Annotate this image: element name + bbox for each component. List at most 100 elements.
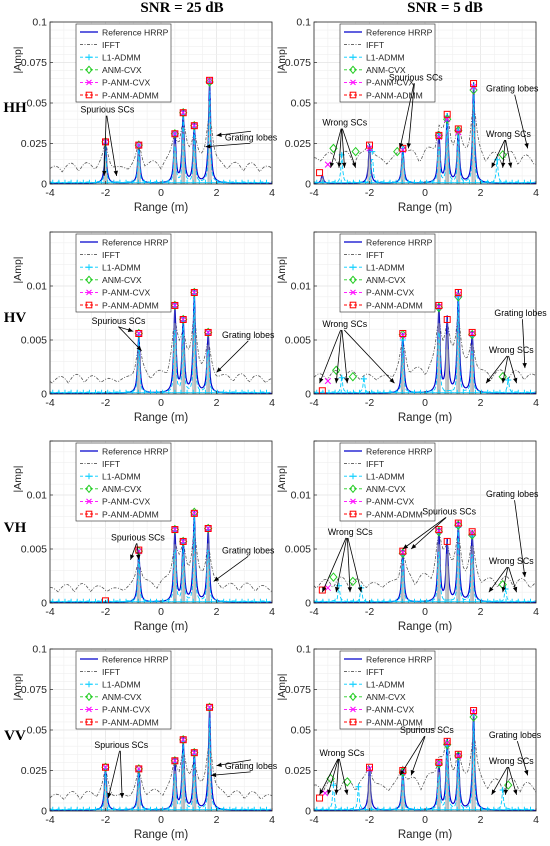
annotation-arrow <box>346 537 351 593</box>
annotation-arrow <box>341 128 345 168</box>
l1-admm-marker <box>472 179 479 184</box>
annotation-arrowhead <box>334 586 340 593</box>
l1-admm-marker <box>490 389 497 394</box>
l1-admm-marker <box>184 598 191 603</box>
l1-admm-marker <box>147 806 154 811</box>
annotation-arrowhead <box>334 378 339 384</box>
l1-admm-marker <box>220 806 227 811</box>
anm-cvx-point <box>343 777 352 787</box>
l1-admm-marker <box>50 179 56 184</box>
p-anm-admm-point <box>179 537 187 545</box>
l1-admm-marker <box>190 389 197 394</box>
anm-cvx-point <box>179 734 188 745</box>
legend-label: Reference HRRP <box>102 27 169 37</box>
anm-cvx-point <box>434 759 444 769</box>
l1-admm-marker <box>171 806 178 811</box>
annotation-arrowhead <box>205 144 211 149</box>
annotation-arrow <box>488 566 508 593</box>
l1-admm-marker <box>484 806 491 811</box>
anm-cvx-point <box>205 702 214 713</box>
l1-admm-marker <box>123 179 130 184</box>
p-anm-admm-point <box>435 301 443 309</box>
series-l1-admm-line <box>314 525 536 603</box>
legend-label: Reference HRRP <box>366 27 433 37</box>
anm-cvx-point <box>170 300 180 311</box>
l1-admm-marker <box>263 806 270 811</box>
x-tick-label: -2 <box>365 606 374 618</box>
p-anm-cvx-point <box>171 757 179 764</box>
l1-admm-marker <box>399 389 406 394</box>
annotation-arrowhead <box>411 544 417 549</box>
legend: Reference HRRP IFFT L1-ADMM ANM-CVX P-ANM-CV… <box>75 442 172 522</box>
annotation-arrow <box>216 130 252 136</box>
l1-admm-marker <box>490 179 497 184</box>
l1-admm-marker <box>387 806 394 811</box>
annotation-arrow <box>399 736 425 776</box>
legend-box <box>75 442 172 522</box>
annotation-label: Spurious SCs <box>94 740 148 750</box>
legend-label: IFFT <box>366 250 385 260</box>
annotation-arrowhead <box>389 378 395 384</box>
l1-admm-marker <box>314 389 320 394</box>
l1-admm-marker <box>521 179 528 184</box>
annotation-arrowhead <box>357 586 363 593</box>
p-anm-admm-point <box>399 330 407 338</box>
series-ifft-line <box>314 103 536 166</box>
l1-admm-marker <box>460 389 467 394</box>
l1-admm-marker <box>74 598 81 603</box>
x-axis-label: Range (m) <box>134 829 188 841</box>
l1-admm-marker <box>393 389 400 394</box>
annotation-label: Wrong SCs <box>322 319 367 329</box>
p-anm-cvx-point <box>205 525 212 532</box>
l1-admm-marker <box>393 598 400 603</box>
l1-admm-marker <box>374 179 381 184</box>
p-anm-cvx-point <box>324 161 332 168</box>
legend-box <box>339 650 436 730</box>
annotation-arrow <box>330 128 342 168</box>
p-anm-cvx-point <box>206 704 213 711</box>
legend-marker-square <box>85 510 93 518</box>
series-ifft-line <box>50 112 272 173</box>
annotation-label: Spurious SCs <box>81 105 135 115</box>
anm-cvx-point <box>443 114 452 124</box>
annotation-arrowhead <box>107 792 112 799</box>
l1-admm-marker <box>350 389 357 394</box>
p-anm-cvx-point <box>102 764 109 771</box>
l1-admm-marker <box>332 806 339 811</box>
anm-cvx-point <box>469 712 478 722</box>
annotation-label: Grating lobes <box>225 761 278 771</box>
annotation-arrow <box>321 537 347 593</box>
l1-admm-marker <box>226 389 233 394</box>
legend-box <box>75 233 172 313</box>
l1-admm-marker <box>80 806 87 811</box>
x-tick-label: -4 <box>309 187 318 199</box>
l1-admm-marker <box>245 598 252 603</box>
l1-admm-marker <box>515 598 522 603</box>
l1-admm-marker <box>435 598 442 603</box>
annotation-arrow <box>399 83 415 149</box>
x-tick-label: -2 <box>101 606 110 618</box>
legend-label: P-ANM-ADMM <box>366 90 423 100</box>
l1-admm-marker <box>61 806 68 811</box>
l1-admm-marker <box>147 598 154 603</box>
l1-admm-marker <box>448 179 455 184</box>
l1-admm-marker <box>177 389 184 394</box>
x-tick-label: 2 <box>214 814 220 826</box>
annotation-arrow <box>341 330 348 384</box>
annotation-arrow <box>327 758 339 795</box>
l1-admm-marker <box>153 389 160 394</box>
x-axis-label: Range (m) <box>398 202 452 214</box>
y-tick-label: 0.1 <box>296 644 311 656</box>
series-ifft-line <box>50 537 272 593</box>
legend-marker-diamond <box>349 692 357 702</box>
annotation-arrowhead <box>398 143 404 149</box>
p-anm-admm-point <box>468 328 476 336</box>
legend-marker-plus <box>86 264 92 271</box>
y-axis-label: |Amp| <box>12 673 24 700</box>
anm-cvx-point <box>434 526 444 537</box>
l1-admm-marker <box>98 389 105 394</box>
legend-marker-diamond <box>349 65 357 75</box>
y-axis-label: |Amp| <box>276 465 288 492</box>
l1-admm-marker <box>232 179 239 184</box>
l1-admm-marker <box>441 598 448 603</box>
